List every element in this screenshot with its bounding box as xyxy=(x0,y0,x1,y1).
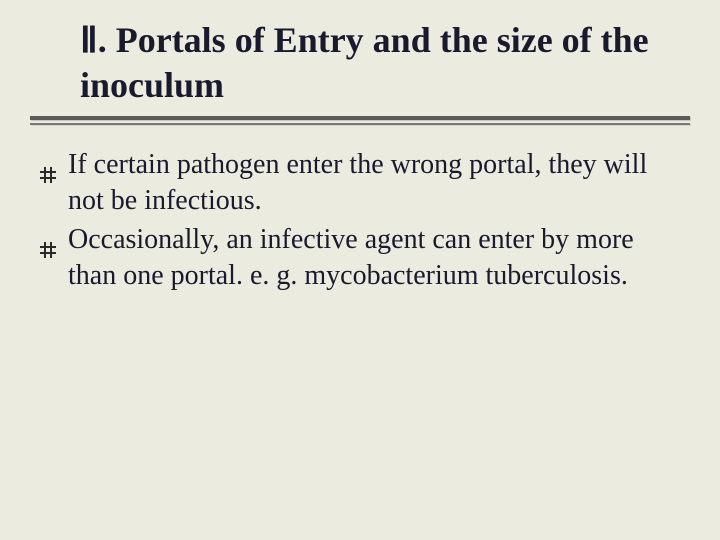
grid-bullet-icon xyxy=(40,157,56,173)
list-item: Occasionally, an infective agent can ent… xyxy=(38,222,670,295)
body-list: If certain pathogen enter the wrong port… xyxy=(30,147,690,295)
list-item-text: If certain pathogen enter the wrong port… xyxy=(68,149,647,216)
list-item-text: Occasionally, an infective agent can ent… xyxy=(68,224,634,291)
rule-thin xyxy=(30,123,690,125)
slide-title: Ⅱ. Portals of Entry and the size of the … xyxy=(80,18,690,108)
title-underline xyxy=(30,116,690,125)
list-item: If certain pathogen enter the wrong port… xyxy=(38,147,670,220)
slide: Ⅱ. Portals of Entry and the size of the … xyxy=(0,0,720,540)
grid-bullet-icon xyxy=(40,232,56,248)
rule-thick xyxy=(30,116,690,120)
